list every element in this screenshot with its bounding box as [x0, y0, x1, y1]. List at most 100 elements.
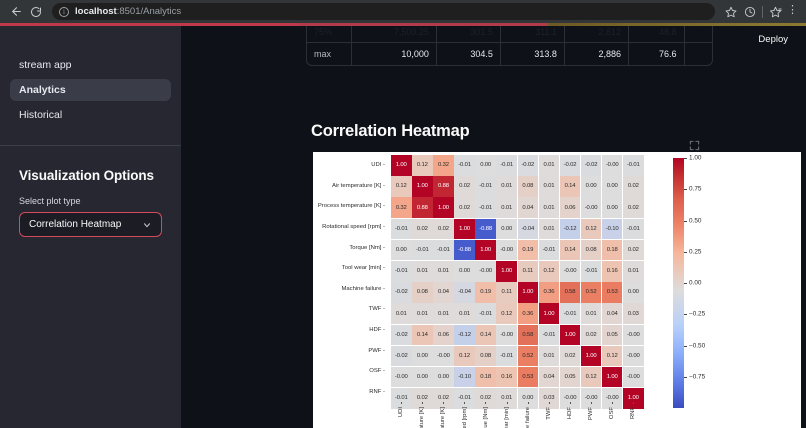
- heatmap-cell: 0.01: [412, 260, 433, 282]
- reload-icon[interactable]: [26, 2, 46, 22]
- heatmap-cell: -0.01: [623, 155, 644, 176]
- heatmap-cell: 0.19: [475, 282, 496, 303]
- heatmap-cell: 0.04: [517, 197, 539, 218]
- heatmap-cell: 0.53: [517, 366, 539, 388]
- table-cell: [684, 26, 712, 43]
- address-bar[interactable]: i localhost:8501/Analytics: [52, 3, 715, 20]
- sidebar-item-stream-app[interactable]: stream app: [19, 59, 72, 71]
- table-row: max 10,000 304.5 313.8 2,886 76.6: [307, 42, 712, 65]
- sidebar-item-analytics[interactable]: Analytics: [10, 79, 171, 101]
- heatmap-cell: -0.00: [580, 197, 602, 218]
- table-cell: 311.1: [500, 26, 565, 43]
- heatmap-column-label: Machine failure: [524, 407, 531, 428]
- colorbar-tick-label: 0.50: [689, 217, 702, 224]
- heatmap-cell: 0.01: [433, 303, 454, 324]
- heatmap-cell: 0.02: [623, 176, 644, 197]
- heatmap-cell: 0.08: [517, 176, 539, 197]
- colorbar-tick: [684, 189, 687, 191]
- info-circle-icon[interactable]: i: [59, 6, 69, 17]
- heatmap-cell: 0.02: [412, 388, 433, 409]
- star-icon[interactable]: [721, 2, 740, 21]
- heatmap-cell: 0.12: [580, 218, 602, 240]
- page-accent-line: [0, 23, 806, 26]
- heatmap-cell: -0.01: [475, 197, 496, 218]
- heatmap-cell: 1.00: [559, 324, 581, 346]
- heatmap-cell: -0.01: [454, 388, 475, 409]
- heatmap-cell: 0.06: [433, 324, 454, 346]
- plot-type-select[interactable]: Correlation Heatmap: [19, 212, 162, 237]
- heatmap-cell: -0.00: [496, 324, 517, 346]
- url-path: :8501/Analytics: [116, 6, 182, 17]
- table-cell: 2,612: [564, 26, 629, 43]
- heatmap-cell: 0.12: [580, 366, 602, 388]
- table-cell: [684, 42, 712, 65]
- plot-type-selected-value: Correlation Heatmap: [29, 219, 122, 230]
- heatmap-column-label: Torque [Nm]: [482, 407, 489, 428]
- heatmap-cell: -0.01: [538, 324, 560, 346]
- colorbar-tick-label: −0.50: [689, 342, 706, 349]
- history-icon[interactable]: [740, 2, 759, 21]
- heatmap-row-label: Air temperature [K] -: [331, 182, 385, 189]
- heatmap-cell: 0.02: [623, 197, 644, 218]
- colorbar-tick: [684, 283, 687, 284]
- table-row-label: 75%: [307, 26, 352, 43]
- heatmap-cell: 0.00: [454, 260, 475, 282]
- heatmap-cell: -0.01: [391, 218, 412, 240]
- heatmap-column-tick: [443, 402, 445, 404]
- heatmap-cell: -0.01: [391, 388, 412, 409]
- heatmap-row-label: Process temperature [K] -: [317, 203, 385, 210]
- heatmap-column-tick: [590, 402, 592, 404]
- heatmap-cell: 1.00: [496, 260, 517, 282]
- deploy-button[interactable]: Deploy: [758, 33, 788, 45]
- heatmap-cell: 1.00: [475, 239, 496, 261]
- colorbar-tick: [684, 314, 687, 316]
- colorbar-tick: [684, 376, 687, 378]
- heatmap-cell: 1.00: [454, 218, 475, 240]
- correlation-heatmap-figure[interactable]: UDI - Air temperature [K] - Process temper…: [313, 152, 801, 428]
- sidebar-item-historical[interactable]: Historical: [19, 109, 63, 121]
- heatmap-cell: -0.02: [559, 155, 581, 176]
- chevron-down-icon[interactable]: [142, 220, 152, 230]
- heatmap-cell: -0.00: [601, 388, 623, 409]
- collections-icon[interactable]: [766, 2, 785, 21]
- heatmap-cell: 0.58: [559, 282, 581, 303]
- heatmap-cell: 0.05: [601, 324, 623, 346]
- heatmap-cell: -0.04: [517, 218, 539, 240]
- heatmap-row-label: OSF -: [369, 368, 385, 375]
- heatmap-cell: -0.04: [454, 282, 475, 303]
- select-plot-type-label: Select plot type: [19, 196, 81, 206]
- heatmap-column-label: Air temperature [K]: [412, 404, 433, 428]
- heatmap-cell: 1.00: [517, 282, 539, 303]
- heatmap-cell: -0.02: [391, 324, 412, 346]
- heatmap-cell: 1.00: [580, 345, 602, 367]
- heatmap-column-label: PWF: [588, 407, 595, 421]
- table-row: 75% 7,500.25 301.5 311.1 2,612 48.8: [307, 26, 712, 43]
- heatmap-cell: 0.00: [517, 388, 539, 409]
- heatmap-cell: 0.05: [559, 366, 581, 388]
- heatmap-cell: 0.01: [433, 260, 454, 282]
- heatmap-cell: 0.32: [391, 197, 412, 218]
- heatmap-cell: 0.01: [623, 260, 644, 282]
- back-arrow-icon[interactable]: [6, 2, 26, 22]
- sidebar-navigation: stream app Analytics Historical: [0, 26, 181, 126]
- heatmap-column-label: Tool wear [min]: [503, 407, 510, 428]
- heatmap-cell: 0.14: [559, 176, 581, 197]
- sidebar: stream app Analytics Historical Visualiz…: [0, 26, 181, 428]
- more-options-icon[interactable]: ⋮: [787, 4, 798, 16]
- heatmap-cell: 0.00: [412, 366, 433, 388]
- heatmap-cell: -0.01: [559, 303, 581, 324]
- browser-toolbar: i localhost:8501/Analytics ⋮: [0, 0, 806, 23]
- heatmap-cell: 0.02: [412, 218, 433, 240]
- heatmap-column-label: Rotational speed [rpm]: [454, 404, 475, 428]
- heatmap-cell: 0.02: [454, 197, 475, 218]
- heatmap-cell: 0.58: [517, 324, 539, 346]
- table-cell: 48.8: [628, 26, 685, 43]
- colorbar-tick-label: 0.25: [689, 248, 702, 256]
- heatmap-column-label: RNF: [630, 407, 637, 420]
- colorbar-tick-label: 0.00: [689, 279, 702, 287]
- heatmap-cell: 0.01: [496, 197, 517, 218]
- fullscreen-expand-icon[interactable]: [689, 138, 700, 151]
- heatmap-cell-grid: 1.00 0.12 0.32 -0.01 0.00 -0.01 -0.02 0.01 -0.02…: [391, 155, 644, 409]
- heatmap-row-label: UDI -: [371, 162, 385, 169]
- heatmap-cell: 0.01: [391, 303, 412, 324]
